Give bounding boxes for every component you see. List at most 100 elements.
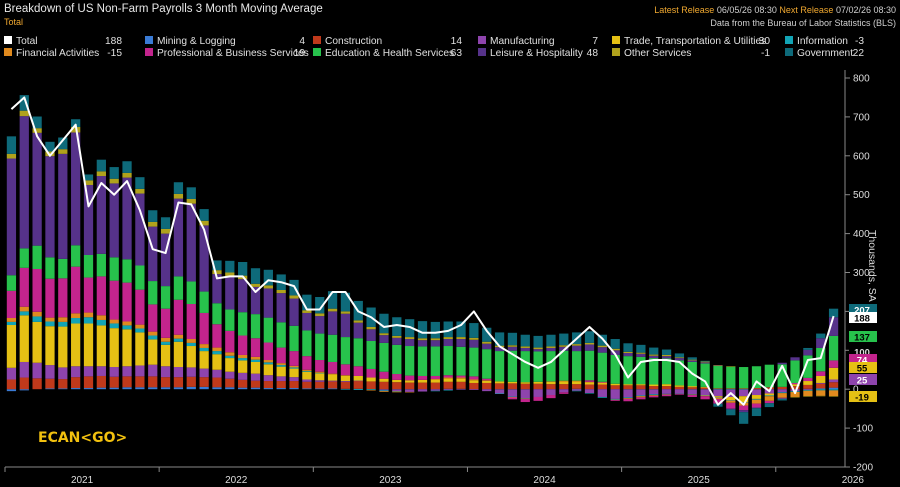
bar-segment-professional-business-services xyxy=(674,393,685,395)
bar-segment-financial-activities xyxy=(58,317,68,322)
bar-segment-government xyxy=(327,291,338,309)
bar-segment-mining-logging xyxy=(250,387,261,390)
bar-segment-construction xyxy=(610,385,620,390)
bar-segment-education-health-services xyxy=(148,281,158,305)
bar-segment-financial-activities xyxy=(456,377,466,379)
bar-segment-professional-business-services xyxy=(687,395,697,397)
bar-segment-education-health-services xyxy=(482,349,492,379)
bar-segment-trade-transportation-utilities xyxy=(405,380,415,383)
legend-item-mining-logging[interactable]: Mining & Logging xyxy=(145,36,236,48)
bar-segment-construction xyxy=(494,383,505,390)
legend-item-government[interactable]: Government xyxy=(785,48,853,60)
bar-segment-professional-business-services xyxy=(636,397,646,400)
legend-item-professional-business-services[interactable]: Professional & Business Services xyxy=(145,48,309,60)
legend-item-leisure-hospitality[interactable]: Leisure & Hospitality xyxy=(478,48,583,60)
bar-segment-trade-transportation-utilities xyxy=(764,393,774,396)
bar-segment-manufacturing xyxy=(83,366,94,377)
bar-segment-information xyxy=(610,398,620,400)
bar-segment-government xyxy=(636,344,646,353)
legend-item-other-services[interactable]: Other Services xyxy=(612,48,691,60)
bar-segment-information xyxy=(764,395,774,397)
legend-swatch xyxy=(313,36,321,44)
legend-item-information[interactable]: Information xyxy=(785,36,848,48)
bar-segment-manufacturing xyxy=(649,389,659,395)
bar-segment-government xyxy=(584,331,595,343)
bar-segment-mining-logging xyxy=(392,389,402,390)
bar-segment-education-health-services xyxy=(327,334,338,362)
bar-segment-construction xyxy=(276,381,286,389)
bar-segment-education-health-services xyxy=(700,363,710,387)
bar-segment-leisure-hospitality xyxy=(71,132,81,246)
bar-segment-manufacturing xyxy=(559,389,569,393)
bar-segment-financial-activities xyxy=(340,375,351,376)
bar-segment-government xyxy=(777,398,787,401)
bar-segment-other-services xyxy=(276,290,286,294)
legend-item-total[interactable]: Total xyxy=(4,36,38,48)
legend-item-trade-transportation-utilities[interactable]: Trade, Transportation & Utilities xyxy=(612,36,766,48)
bar-segment-trade-transportation-utilities xyxy=(327,374,338,381)
bar-segment-leisure-hospitality xyxy=(597,347,607,353)
bar-segment-leisure-hospitality xyxy=(777,362,787,365)
bar-segment-financial-activities xyxy=(546,381,556,382)
bar-segment-financial-activities xyxy=(751,399,762,404)
bar-segment-professional-business-services xyxy=(430,375,440,380)
bar-segment-construction xyxy=(739,388,749,390)
bar-segment-mining-logging xyxy=(225,387,235,390)
bar-segment-mining-logging xyxy=(572,388,582,390)
legend-swatch xyxy=(478,36,486,44)
bar-segment-government xyxy=(623,343,633,352)
bar-segment-professional-business-services xyxy=(45,278,55,318)
bar-segment-information xyxy=(302,370,312,372)
bar-segment-professional-business-services xyxy=(19,267,29,307)
bar-segment-education-health-services xyxy=(828,335,839,361)
bar-segment-education-health-services xyxy=(443,346,453,376)
bar-segment-professional-business-services xyxy=(148,304,158,332)
bar-segment-leisure-hospitality xyxy=(494,347,505,352)
bar-segment-information xyxy=(494,393,505,394)
bar-segment-manufacturing xyxy=(597,389,607,397)
bar-segment-manufacturing xyxy=(661,389,672,394)
bar-segment-trade-transportation-utilities xyxy=(135,332,145,366)
bar-segment-education-health-services xyxy=(494,351,505,382)
bar-segment-manufacturing xyxy=(687,389,697,395)
bar-segment-education-health-services xyxy=(366,340,376,369)
bar-segment-education-health-services xyxy=(250,314,261,339)
bar-segment-other-services xyxy=(83,180,94,185)
bar-segment-other-services xyxy=(109,178,119,184)
bar-segment-information xyxy=(443,389,453,391)
bar-segment-trade-transportation-utilities xyxy=(739,396,749,403)
bar-segment-leisure-hospitality xyxy=(225,276,235,310)
legend-item-education-health-services[interactable]: Education & Health Services xyxy=(313,48,454,60)
bar-segment-construction xyxy=(417,382,428,390)
latest-release-value: 06/05/26 08:30 xyxy=(716,5,777,15)
legend-item-financial-activities[interactable]: Financial Activities xyxy=(4,48,99,60)
bar-segment-mining-logging xyxy=(739,389,749,390)
bar-segment-manufacturing xyxy=(199,368,209,378)
bar-segment-trade-transportation-utilities xyxy=(32,321,42,363)
bar-segment-construction xyxy=(623,385,633,390)
right-value-tag-bg xyxy=(849,304,877,315)
bar-segment-other-services xyxy=(173,193,184,199)
bar-segment-education-health-services xyxy=(777,364,787,387)
ecan-go-watermark: ECAN<GO> xyxy=(38,430,128,446)
bar-segment-information xyxy=(289,367,299,369)
bar-segment-other-services xyxy=(649,354,659,356)
bar-segment-leisure-hospitality xyxy=(816,338,826,348)
bar-segment-manufacturing xyxy=(777,389,787,393)
legend-swatch xyxy=(478,48,486,56)
bar-segment-professional-business-services xyxy=(366,368,376,378)
bar-segment-education-health-services xyxy=(816,347,826,372)
bar-segment-manufacturing xyxy=(315,380,325,382)
bar-segment-mining-logging xyxy=(302,388,312,390)
bar-segment-education-health-services xyxy=(456,346,466,376)
bar-segment-financial-activities xyxy=(816,390,826,396)
bar-segment-construction xyxy=(212,377,222,388)
bar-segment-leisure-hospitality xyxy=(302,312,312,331)
bar-segment-trade-transportation-utilities xyxy=(713,396,723,397)
bar-segment-other-services xyxy=(199,220,209,226)
bar-segment-financial-activities xyxy=(32,311,42,317)
legend-item-construction[interactable]: Construction xyxy=(313,36,382,48)
right-value-tag-text: 207 xyxy=(854,306,870,317)
bar-segment-construction xyxy=(379,381,389,390)
legend-item-manufacturing[interactable]: Manufacturing xyxy=(478,36,555,48)
